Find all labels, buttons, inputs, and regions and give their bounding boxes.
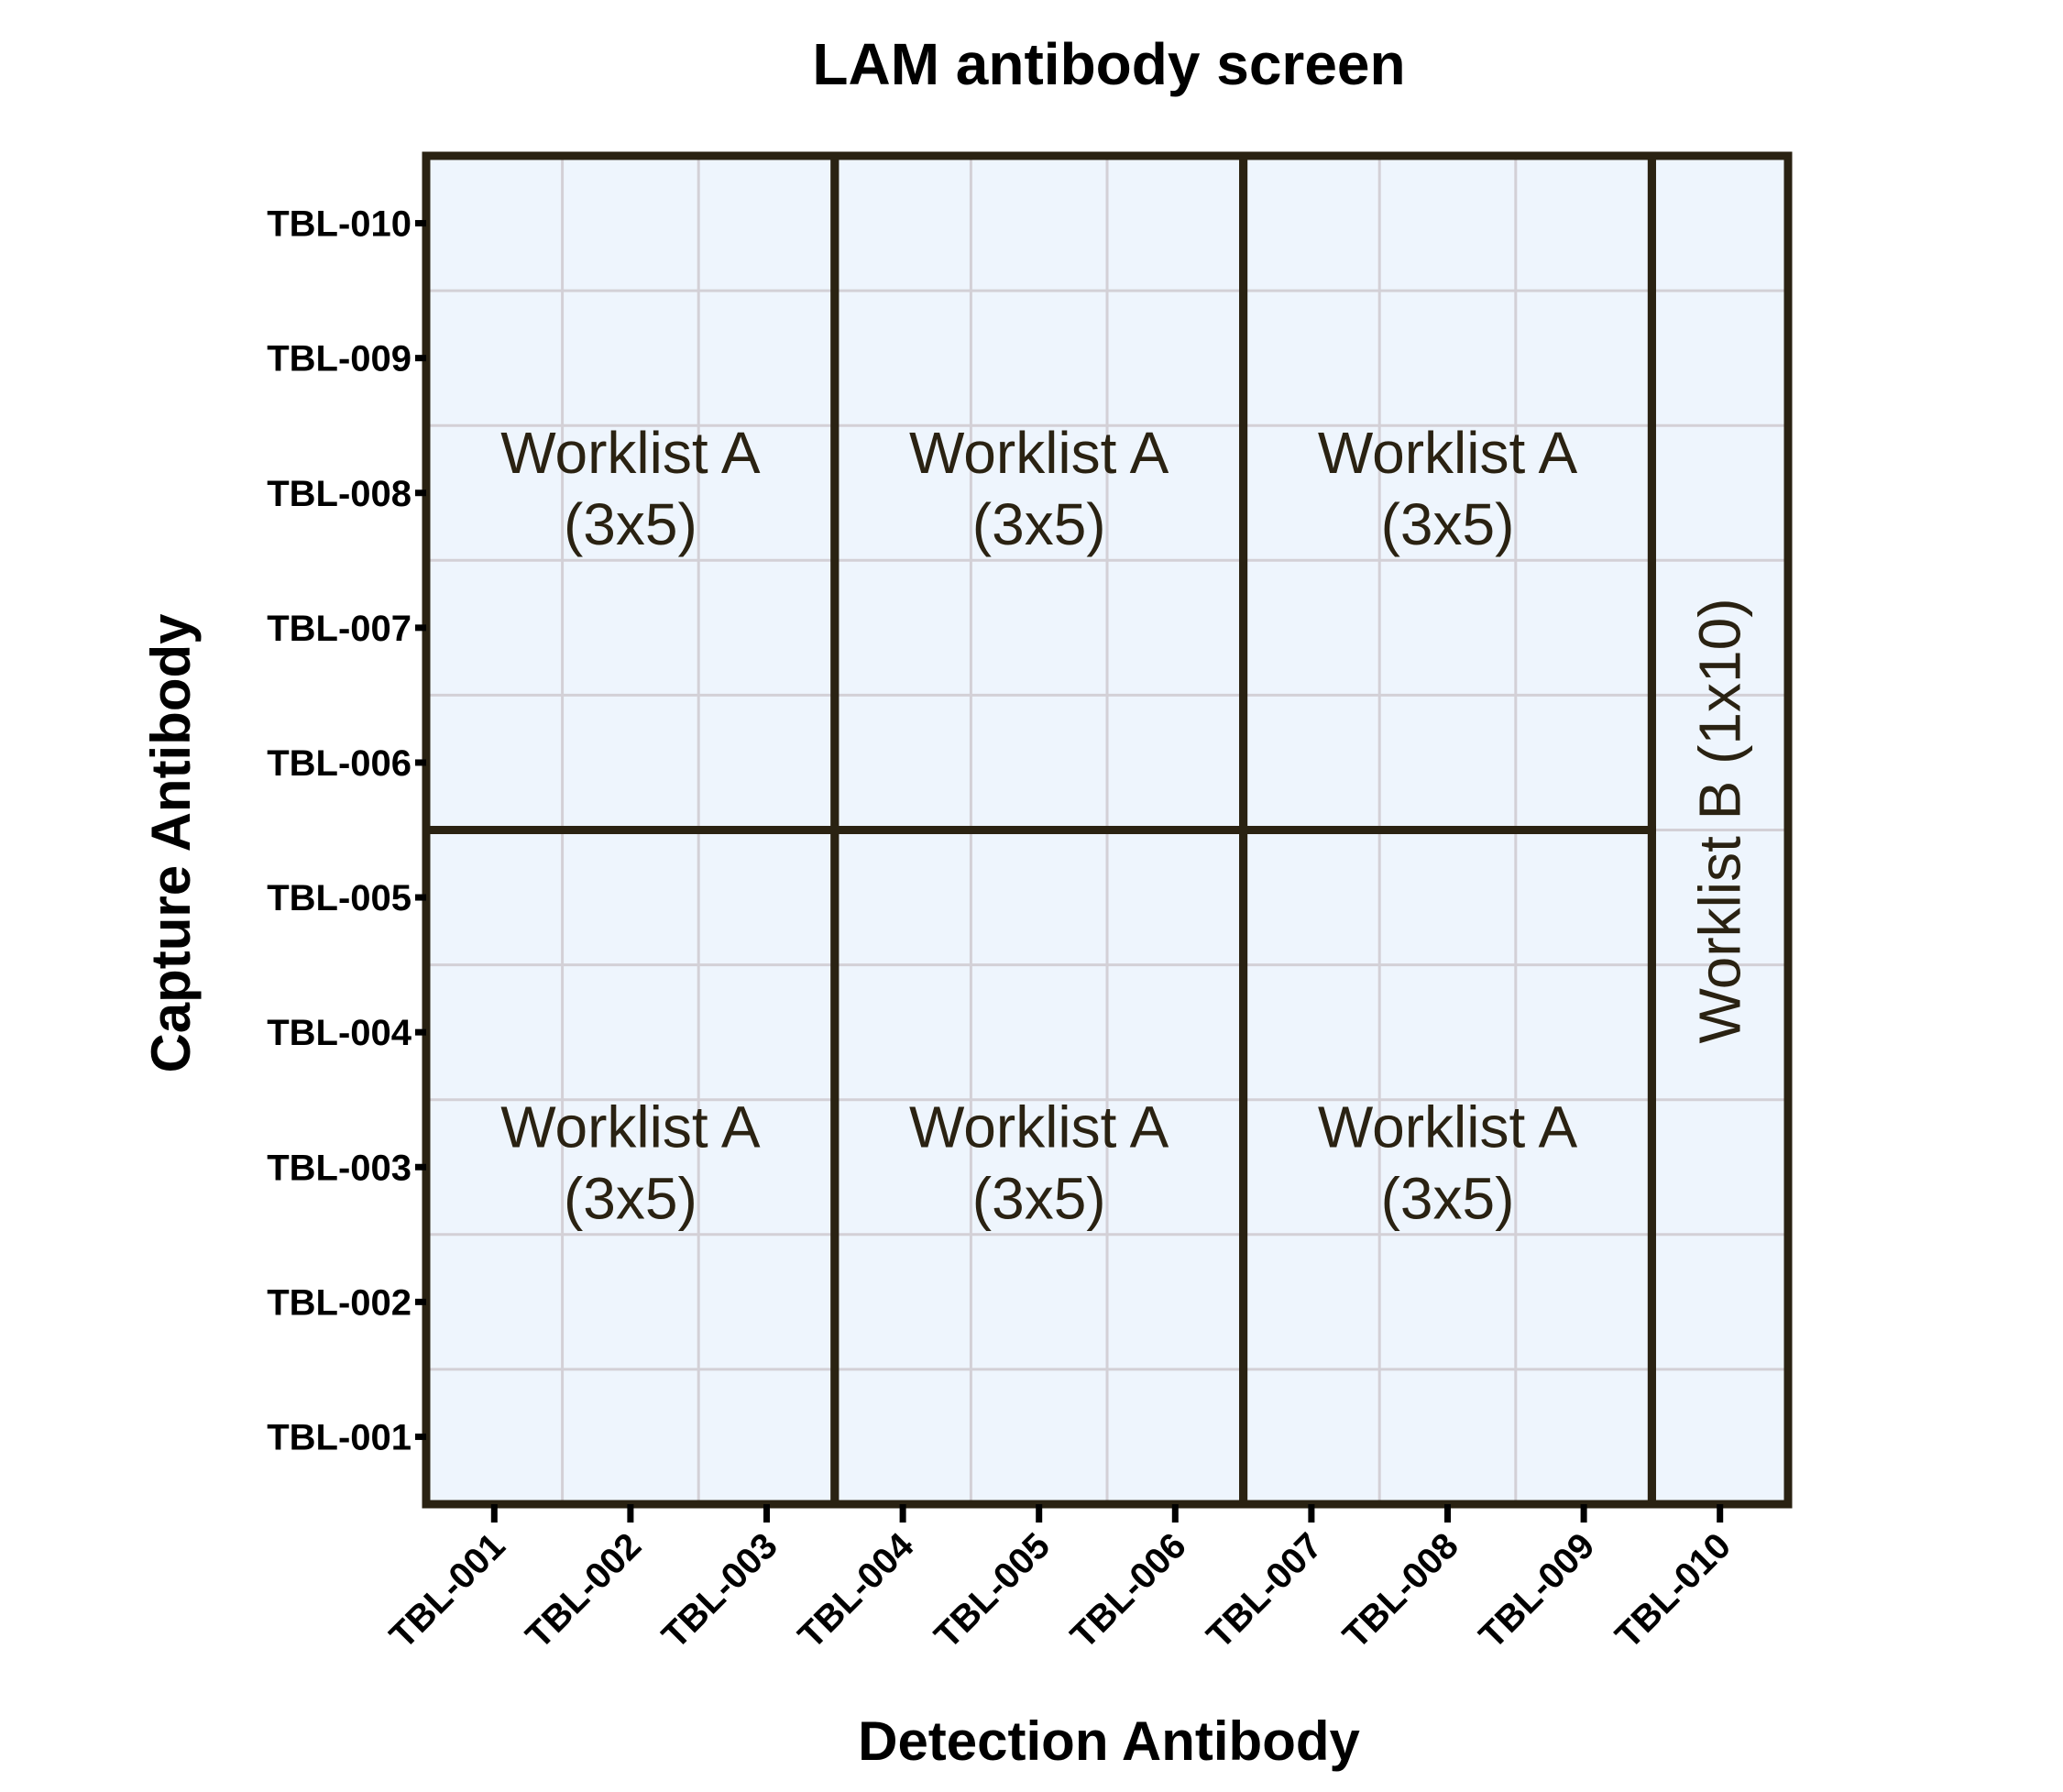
x-tick-label: TBL-010	[1608, 1525, 1739, 1656]
y-tick-label: TBL-010	[267, 204, 412, 245]
x-tick-label: TBL-001	[382, 1525, 513, 1656]
worklist-a-label: Worklist A	[500, 420, 761, 486]
y-tick-label: TBL-008	[267, 474, 412, 514]
worklist-a-label: Worklist A	[1318, 1094, 1578, 1160]
worklist-a-size-label: (3x5)	[1381, 1165, 1515, 1231]
x-axis-title: Detection Antibody	[858, 1710, 1360, 1772]
chart-title: LAM antibody screen	[812, 31, 1405, 97]
worklist-a-label: Worklist A	[1318, 420, 1578, 486]
worklist-a-size-label: (3x5)	[1381, 491, 1515, 557]
y-tick-label: TBL-007	[267, 609, 412, 649]
worklist-a-label: Worklist A	[500, 1094, 761, 1160]
worklist-a-label: Worklist A	[909, 1094, 1169, 1160]
y-tick-label: TBL-009	[267, 339, 412, 379]
worklist-a-size-label: (3x5)	[564, 1165, 697, 1231]
worklist-a-size-label: (3x5)	[564, 491, 697, 557]
x-tick-label: TBL-008	[1335, 1525, 1466, 1656]
worklist-a-size-label: (3x5)	[972, 491, 1106, 557]
plot-area: Worklist A(3x5)Worklist A(3x5)Worklist A…	[267, 151, 1793, 1656]
y-tick-label: TBL-003	[267, 1148, 412, 1188]
plot-frame	[422, 151, 1793, 1509]
x-tick-label: TBL-003	[654, 1525, 785, 1656]
worklist-a-size-label: (3x5)	[972, 1165, 1106, 1231]
y-tick-label: TBL-004	[267, 1013, 412, 1053]
y-tick-label: TBL-005	[267, 878, 412, 918]
x-tick-label: TBL-004	[791, 1525, 922, 1656]
x-tick-label: TBL-002	[519, 1525, 650, 1656]
x-tick-label: TBL-009	[1472, 1525, 1603, 1656]
worklist-a-label: Worklist A	[909, 420, 1169, 486]
y-tick-label: TBL-001	[267, 1417, 412, 1457]
x-tick-label: TBL-006	[1063, 1525, 1194, 1656]
y-axis-title: Capture Antibody	[140, 613, 202, 1073]
x-tick-label: TBL-005	[927, 1525, 1058, 1656]
y-tick-label: TBL-006	[267, 743, 412, 784]
x-tick-label: TBL-007	[1200, 1525, 1331, 1656]
y-tick-label: TBL-002	[267, 1282, 412, 1323]
worklist-b-label: Worklist B (1x10)	[1687, 598, 1753, 1043]
